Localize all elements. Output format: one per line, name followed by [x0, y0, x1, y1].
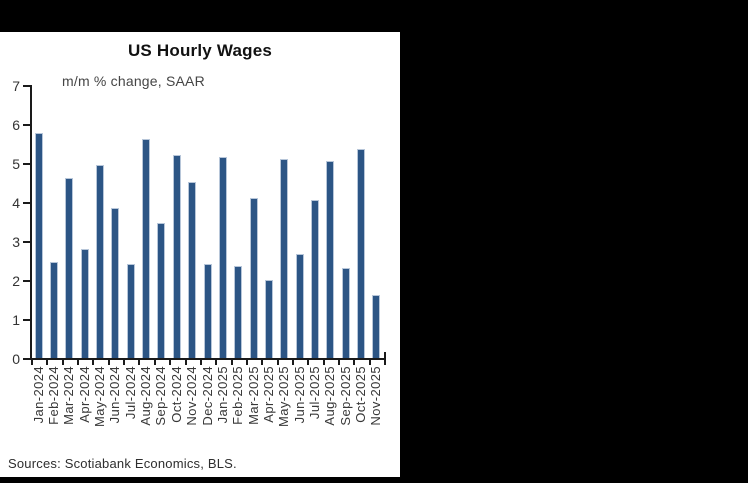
x-axis-tick	[291, 360, 294, 365]
x-axis-tick	[245, 360, 248, 365]
bar	[50, 262, 59, 358]
x-axis-end-cap	[384, 352, 387, 360]
x-axis-tick	[307, 360, 310, 365]
x-tick-label: Oct-2024	[168, 366, 184, 423]
chart-title: US Hourly Wages	[127, 41, 273, 60]
x-axis-tick	[338, 360, 340, 365]
y-tick-label: 6	[12, 116, 20, 133]
bar	[203, 264, 212, 358]
x-axis-tick	[384, 360, 387, 365]
x-tick-label: Apr-2025	[260, 366, 276, 423]
x-axis-tick	[322, 360, 325, 365]
x-axis-tick	[46, 360, 49, 365]
x-tick-label: Nov-2024	[184, 366, 200, 426]
y-axis-tick	[23, 358, 30, 360]
y-tick-label: 5	[12, 155, 20, 172]
x-tick-label: Sep-2024	[153, 366, 169, 426]
x-tick-label: Dec-2024	[199, 366, 215, 426]
x-axis-tick	[230, 360, 233, 365]
x-tick-label: Jan-2024	[30, 366, 46, 424]
bar	[357, 148, 366, 358]
y-axis-tick	[23, 84, 30, 87]
y-axis-tick	[23, 318, 30, 321]
x-tick-label: Feb-2024	[46, 366, 62, 425]
x-tick-label: Jun-2025	[291, 366, 307, 424]
bar	[65, 178, 74, 358]
y-tick-label: 2	[12, 272, 20, 289]
plot-area: 0 1 2 3 4 5 6 7 Jan-2024 Feb-2024 Mar-2024 Apr-2024…	[0, 32, 400, 477]
x-tick-label: Aug-2024	[138, 366, 154, 426]
x-tick-label: May-2024	[92, 366, 108, 428]
x-axis-tick	[276, 360, 279, 365]
x-axis-tick	[107, 360, 110, 365]
x-tick-label: Jun-2024	[107, 366, 123, 424]
x-axis-tick	[199, 360, 202, 365]
bar	[80, 248, 89, 358]
y-tick-label: 3	[12, 233, 20, 250]
backdrop-bottom	[0, 477, 748, 483]
bar	[234, 266, 243, 358]
x-axis-tick	[92, 360, 95, 365]
bar	[372, 295, 381, 358]
y-axis-line	[30, 84, 32, 360]
bar	[157, 223, 166, 358]
bar	[341, 268, 350, 358]
x-axis-tick	[169, 360, 172, 365]
y-axis-tick	[23, 279, 30, 282]
y-axis-tick	[23, 240, 30, 243]
backdrop-right	[400, 0, 748, 483]
bar	[249, 197, 258, 358]
x-tick-label: Aug-2025	[322, 366, 338, 426]
bar	[326, 160, 335, 358]
y-axis-tick	[23, 123, 30, 126]
y-axis-tick	[23, 201, 30, 204]
x-axis-tick	[184, 360, 187, 365]
x-tick-label: Mar-2024	[61, 366, 77, 425]
x-axis-tick	[77, 360, 80, 365]
y-tick-label: 0	[12, 351, 20, 367]
y-tick-label: 1	[12, 311, 20, 328]
x-tick-label: Feb-2025	[230, 366, 246, 425]
bar	[280, 158, 289, 358]
bar	[295, 254, 304, 358]
x-tick-label: Jul-2025	[306, 366, 322, 420]
x-tick-label: Mar-2025	[245, 366, 261, 425]
x-axis-tick	[61, 360, 64, 365]
bar	[111, 207, 120, 358]
chart-panel: US Hourly Wages m/m % change, SAAR 0 1 2 3 4…	[0, 32, 400, 477]
y-axis-tick	[23, 162, 30, 165]
bar	[264, 279, 273, 358]
x-axis-line	[30, 358, 387, 360]
bar	[172, 154, 181, 358]
x-axis-tick	[261, 360, 264, 365]
bar	[126, 264, 135, 358]
x-tick-label: Jan-2025	[214, 366, 230, 424]
x-tick-label: Jul-2024	[122, 366, 138, 420]
sources-note: Sources: Scotiabank Economics, BLS.	[8, 456, 237, 471]
y-tick-label: 7	[12, 77, 20, 94]
x-axis-tick	[353, 360, 356, 365]
bar	[96, 164, 105, 358]
x-axis-tick	[123, 360, 126, 365]
x-tick-label: Sep-2025	[337, 366, 353, 426]
x-axis-tick	[138, 360, 141, 365]
y-tick-label: 4	[12, 194, 20, 211]
x-axis-tick	[215, 360, 218, 365]
bar	[310, 199, 319, 358]
x-axis-tick	[153, 360, 156, 365]
x-tick-label: May-2025	[276, 366, 292, 428]
x-axis-tick	[31, 360, 33, 365]
x-axis-tick	[368, 360, 371, 365]
x-tick-label: Apr-2024	[76, 366, 92, 423]
chart-subtitle: m/m % change, SAAR	[62, 73, 205, 89]
bar	[142, 139, 151, 358]
x-tick-label: Oct-2025	[353, 366, 369, 423]
bar	[218, 156, 227, 358]
x-tick-label: Nov-2025	[368, 366, 384, 426]
bar	[188, 182, 197, 358]
bar	[34, 133, 43, 358]
